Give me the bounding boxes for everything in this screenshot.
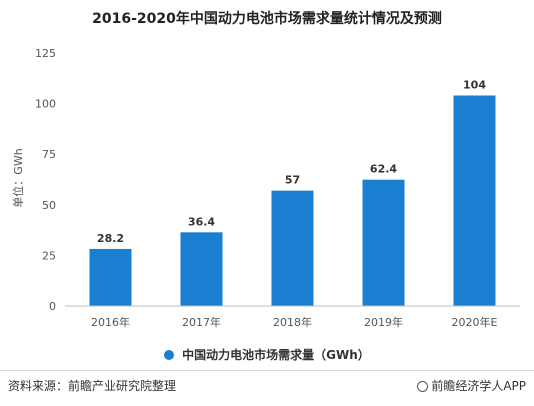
legend: 中国动力电池市场需求量（GWh） <box>0 346 534 363</box>
data-label: 57 <box>285 174 300 187</box>
chart-title: 2016-2020年中国动力电池市场需求量统计情况及预测 <box>92 11 442 27</box>
y-tick-label: 25 <box>42 249 56 262</box>
bar <box>453 95 496 306</box>
x-tick-label: 2016年 <box>91 315 130 329</box>
data-label: 28.2 <box>97 232 124 245</box>
x-tick-label: 2017年 <box>182 315 221 329</box>
data-labels: 28.2 36.4 57 62.4 104 <box>97 79 486 245</box>
y-axis-label: 单位：GWh <box>11 148 25 207</box>
y-tick-label: 50 <box>42 199 56 212</box>
legend-marker <box>164 350 175 360</box>
data-label: 104 <box>463 79 486 92</box>
y-tick-label: 0 <box>49 300 56 313</box>
brand-label: 前瞻经济学人APP <box>431 379 526 393</box>
legend-label: 中国动力电池市场需求量（GWh） <box>182 348 370 362</box>
data-label: 62.4 <box>370 163 397 176</box>
x-axis: 2016年 2017年 2018年 2019年 2020年E <box>91 315 498 329</box>
bar <box>89 248 132 306</box>
bar <box>271 190 314 306</box>
y-axis-label-group: 单位：GWh <box>11 148 25 207</box>
bar <box>362 179 405 306</box>
y-tick-label: 100 <box>35 98 56 111</box>
y-axis: 0 25 50 75 100 125 <box>35 47 56 313</box>
footer-divider <box>0 370 534 371</box>
qianzhan-logo-icon <box>417 381 429 392</box>
bars <box>89 95 496 306</box>
x-tick-label: 2018年 <box>273 315 312 329</box>
x-tick-label: 2019年 <box>364 315 403 329</box>
x-tick-label: 2020年E <box>452 315 498 329</box>
y-tick-label: 125 <box>35 47 56 60</box>
source-note: 资料来源：前瞻产业研究院整理 <box>8 379 177 393</box>
data-label: 36.4 <box>188 215 215 228</box>
bar <box>180 232 223 306</box>
y-tick-label: 75 <box>42 148 56 161</box>
brand-credit: 前瞻经济学人APP <box>417 377 526 394</box>
